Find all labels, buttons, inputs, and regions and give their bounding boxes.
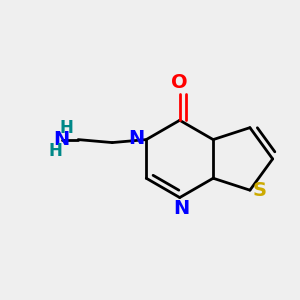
Text: S: S [253,181,267,200]
Text: O: O [171,73,188,92]
Text: H: H [59,119,73,137]
Text: N: N [173,199,189,218]
Text: H: H [49,142,63,160]
Text: N: N [54,130,70,149]
Text: N: N [128,129,145,148]
